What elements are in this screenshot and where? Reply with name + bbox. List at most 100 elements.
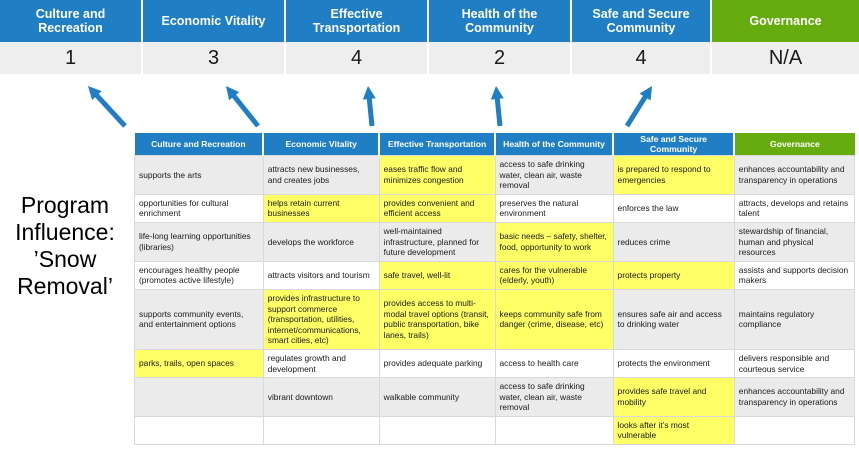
matrix-cell-r6-c5[interactable]: enhances accountability and transparency… [733, 377, 856, 417]
matrix-cell-text: safe travel, well-lit [383, 270, 451, 281]
banner-cell-label: Governance [749, 14, 822, 28]
matrix-cell-text: helps retain current businesses [267, 197, 340, 219]
matrix-header-1[interactable]: Economic Vitality [263, 133, 381, 156]
matrix-body: supports the arts attracts new businesses… [134, 155, 856, 446]
banner-score-2: 4 [286, 42, 429, 74]
banner-cell-5[interactable]: Governance [712, 0, 859, 42]
matrix-cell-text: keeps community safe from danger (crime,… [499, 308, 604, 330]
matrix-header-2[interactable]: Effective Transportation [379, 133, 496, 156]
matrix-cell-text: access to health care [499, 358, 579, 369]
banner-cell-3[interactable]: Health of the Community [429, 0, 572, 42]
matrix-header-label: Effective Transportation [387, 139, 487, 149]
banner-score-value: 4 [350, 46, 363, 69]
matrix-cell-r6-c0[interactable] [134, 377, 264, 417]
matrix-cell-r0-c3[interactable]: access to safe drinking water, clean air… [494, 155, 614, 195]
matrix-cell-r1-c0[interactable]: opportunities for cultural enrichment [134, 193, 264, 223]
matrix-header-0[interactable]: Culture and Recreation [134, 133, 265, 156]
matrix-cell-r4-c1[interactable]: provides infrastructure to support comme… [262, 288, 380, 350]
matrix-cell-r2-c3[interactable]: basic needs – safety, shelter, food, opp… [494, 221, 614, 262]
matrix-cell-r5-c4[interactable]: protects the environment [612, 348, 735, 379]
matrix-header-label: Governance [770, 139, 820, 149]
matrix-header-3[interactable]: Health of the Community [495, 133, 615, 156]
banner-score-value: N/A [768, 46, 803, 69]
matrix-cell-text: assists and supports decision makers [738, 264, 849, 286]
matrix-cell-r7-c0[interactable] [134, 415, 264, 446]
matrix-cell-r7-c3[interactable] [494, 415, 614, 446]
banner-cell-1[interactable]: Economic Vitality [143, 0, 286, 42]
matrix-cell-r1-c2[interactable]: provides convenient and efficient access [378, 193, 496, 223]
matrix-cell-r3-c5[interactable]: assists and supports decision makers [733, 260, 856, 290]
matrix-cell-text: walkable community [383, 391, 460, 402]
matrix-cell-text: ensures safe air and access to drinking … [617, 308, 722, 330]
matrix-cell-r0-c1[interactable]: attracts new businesses, and creates job… [262, 155, 380, 195]
banner-score-4: 4 [572, 42, 712, 74]
matrix-cell-r5-c5[interactable]: delivers responsible and courteous servi… [733, 348, 856, 379]
matrix-cell-r0-c0[interactable]: supports the arts [134, 155, 264, 195]
matrix-cell-r7-c4[interactable]: looks after it’s most vulnerable [612, 415, 735, 446]
matrix-cell-text: develops the workforce [267, 236, 354, 247]
matrix-header-label: Economic Vitality [285, 139, 357, 149]
matrix-cell-r6-c2[interactable]: walkable community [378, 377, 496, 417]
matrix-cell-r4-c0[interactable]: supports community events, and entertain… [134, 288, 264, 350]
matrix-cell-r6-c4[interactable]: provides safe travel and mobility [612, 377, 735, 417]
matrix-cell-r5-c1[interactable]: regulates growth and development [262, 348, 380, 379]
banner-cell-0[interactable]: Culture and Recreation [0, 0, 143, 42]
matrix-cell-text: parks, trails, open spaces [139, 358, 234, 369]
matrix-cell-text: attracts, develops and retains talent [738, 197, 849, 219]
matrix-cell-r2-c5[interactable]: stewardship of financial, human and phys… [733, 221, 856, 262]
banner-cell-label: Effective Transportation [312, 7, 401, 35]
matrix-cell-r7-c2[interactable] [378, 415, 496, 446]
matrix-cell-r7-c5[interactable] [733, 415, 856, 446]
matrix-cell-r4-c4[interactable]: ensures safe air and access to drinking … [612, 288, 735, 350]
matrix-cell-r7-c1[interactable] [262, 415, 380, 446]
matrix-cell-r0-c2[interactable]: eases traffic flow and minimizes congest… [378, 155, 496, 195]
matrix-cell-r3-c3[interactable]: cares for the vulnerable (elderly, youth… [494, 260, 614, 290]
matrix-cell-r0-c4[interactable]: is prepared to respond to emergencies [612, 155, 735, 195]
matrix-header-5[interactable]: Governance [734, 133, 855, 156]
banner-score-1: 3 [143, 42, 286, 74]
matrix-cell-r4-c3[interactable]: keeps community safe from danger (crime,… [494, 288, 614, 350]
matrix-cell-r3-c0[interactable]: encourages healthy people (promotes acti… [134, 260, 264, 290]
banner-cell-2[interactable]: Effective Transportation [286, 0, 429, 42]
matrix-cell-r1-c3[interactable]: preserves the natural environment [494, 193, 614, 223]
matrix-cell-r2-c0[interactable]: life-long learning opportunities (librar… [134, 221, 264, 262]
matrix-cell-r5-c2[interactable]: provides adequate parking [378, 348, 496, 379]
matrix-cell-r5-c3[interactable]: access to health care [494, 348, 614, 379]
matrix-cell-r4-c2[interactable]: provides access to multi-modal travel op… [378, 288, 496, 350]
table-row: looks after it’s most vulnerable [134, 415, 856, 446]
matrix-cell-r3-c4[interactable]: protects property [612, 260, 735, 290]
matrix-header-label: Safe and Secure Community [640, 134, 708, 154]
banner-score-0: 1 [0, 42, 143, 74]
program-influence-line-3: ’Snow [33, 246, 97, 272]
matrix-cell-r2-c1[interactable]: develops the workforce [262, 221, 380, 262]
matrix-cell-r0-c5[interactable]: enhances accountability and transparency… [733, 155, 856, 195]
matrix-cell-r6-c1[interactable]: vibrant downtown [262, 377, 380, 417]
matrix-cell-text: delivers responsible and courteous servi… [738, 352, 830, 374]
banner-score-5: N/A [712, 42, 859, 74]
matrix-header-4[interactable]: Safe and Secure Community [613, 133, 736, 156]
matrix-cell-r1-c1[interactable]: helps retain current businesses [262, 193, 380, 223]
banner-cell-4[interactable]: Safe and Secure Community [572, 0, 712, 42]
program-influence-line-1: Program [20, 192, 110, 218]
matrix-cell-r6-c3[interactable]: access to safe drinking water, clean air… [494, 377, 614, 417]
matrix-header-label: Health of the Community [503, 139, 605, 149]
matrix-cell-r1-c4[interactable]: enforces the law [612, 193, 735, 223]
matrix-header-row: Culture and Recreation Economic Vitality E… [134, 133, 855, 156]
matrix-cell-text: enforces the law [617, 203, 679, 214]
table-row: supports the arts attracts new businesses… [134, 155, 856, 195]
matrix-cell-text: provides convenient and efficient access [383, 197, 475, 219]
matrix-cell-r3-c1[interactable]: attracts visitors and tourism [262, 260, 380, 290]
matrix-cell-r4-c5[interactable]: maintains regulatory compliance [733, 288, 856, 350]
matrix-cell-text: supports the arts [139, 169, 202, 180]
matrix-cell-r1-c5[interactable]: attracts, develops and retains talent [733, 193, 856, 223]
matrix-cell-text: cares for the vulnerable (elderly, youth… [499, 264, 588, 286]
matrix-cell-text: enhances accountability and transparency… [738, 386, 845, 407]
matrix-cell-text: attracts new businesses, and creates job… [267, 164, 360, 185]
table-row: parks, trails, open spaces regulates grow… [134, 348, 856, 379]
matrix-cell-text: provides infrastructure to support comme… [267, 292, 361, 346]
matrix-cell-r5-c0[interactable]: parks, trails, open spaces [134, 348, 264, 379]
matrix-cell-r2-c4[interactable]: reduces crime [612, 221, 735, 262]
matrix-cell-r2-c2[interactable]: well-maintained infrastructure, planned … [378, 221, 496, 262]
matrix-cell-r3-c2[interactable]: safe travel, well-lit [378, 260, 496, 290]
